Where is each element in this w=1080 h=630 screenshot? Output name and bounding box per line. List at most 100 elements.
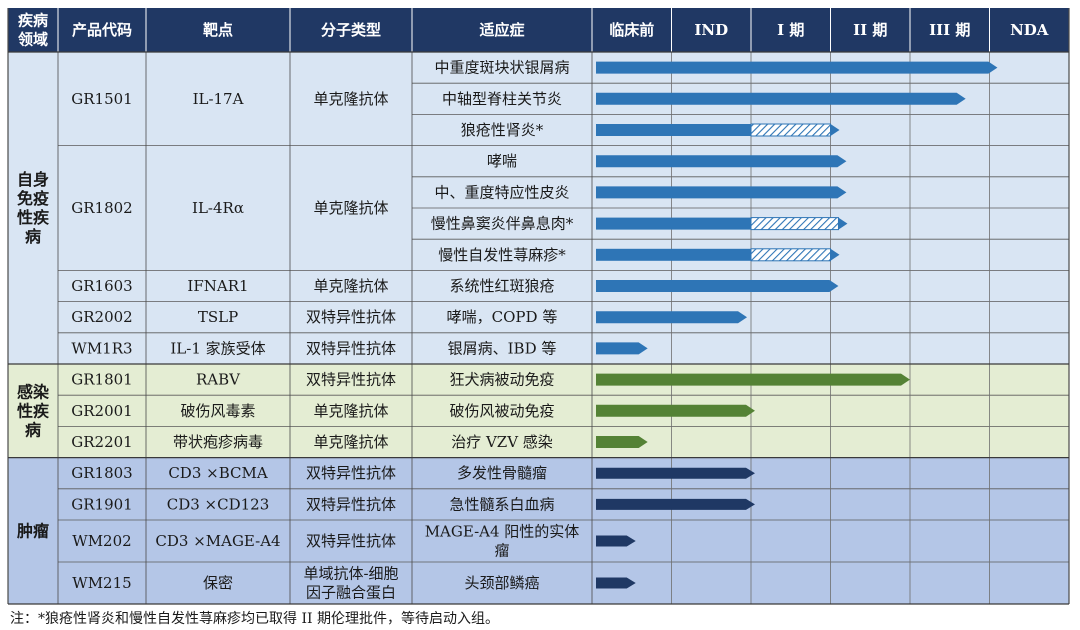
- footnote: 注：*狼疮性肾炎和慢性自发性荨麻疹均已取得 II 期伦理批件，等待启动入组。: [10, 611, 499, 627]
- progress-bar: [596, 92, 966, 105]
- product-target: IL-17A: [193, 90, 244, 108]
- indication-label: 中、重度特应性皮炎: [434, 183, 569, 201]
- stage-header: III 期: [929, 21, 970, 39]
- indication-label: 破伤风被动免疫: [449, 402, 554, 420]
- disease-area-label: 自身: [17, 170, 49, 189]
- product-molecule-type: 双特异性抗体: [306, 308, 396, 326]
- indication-label: 慢性自发性荨麻疹*: [438, 246, 566, 264]
- product-molecule-type: 双特异性抗体: [306, 532, 396, 550]
- indication-label: 系统性红斑狼疮: [449, 277, 554, 295]
- indication-label: MAGE-A4 阳性的实体: [425, 523, 580, 541]
- progress-bar: [596, 155, 847, 168]
- product-code: GR1501: [71, 90, 132, 108]
- progress-bar: [596, 467, 755, 479]
- progress-bar: [596, 186, 847, 199]
- header-disease-area: 疾病: [18, 12, 48, 30]
- product-target: IL-4Rα: [192, 199, 244, 217]
- product-target: IFNAR1: [187, 277, 248, 295]
- progress-bar-solid: [596, 124, 751, 136]
- progress-bar: [596, 498, 755, 510]
- indication-label: 多发性骨髓瘤: [457, 464, 547, 482]
- progress-bar-hatched: [750, 123, 831, 137]
- indication-label: 治疗 VZV 感染: [451, 433, 553, 451]
- header-indication: 适应症: [479, 21, 524, 39]
- product-molecule-type: 单克隆抗体: [313, 402, 388, 420]
- product-target: CD3 ×CD123: [167, 495, 270, 513]
- header-molecule-type: 分子类型: [321, 21, 381, 39]
- progress-bar: [596, 280, 839, 292]
- product-target: TSLP: [198, 308, 238, 326]
- indication-label: 哮喘: [487, 152, 517, 170]
- progress-bar-solid: [596, 248, 751, 261]
- disease-area-label: 性疾: [17, 208, 49, 227]
- product-code: GR1803: [71, 464, 132, 482]
- product-target: 破伤风毒素: [180, 402, 255, 420]
- area-band: [8, 457, 1069, 604]
- header-code: 产品代码: [72, 21, 132, 39]
- product-code: GR2201: [71, 433, 132, 451]
- product-molecule-type: 双特异性抗体: [306, 339, 396, 357]
- disease-area-label: 性疾: [17, 401, 49, 420]
- product-target: RABV: [196, 371, 241, 389]
- progress-arrowhead: [830, 248, 840, 261]
- indication-label: 瘤: [494, 542, 509, 560]
- product-target: 保密: [203, 574, 233, 592]
- product-target: CD3 ×BCMA: [168, 464, 268, 482]
- indication-label: 狂犬病被动免疫: [449, 371, 554, 389]
- progress-bar: [596, 373, 910, 386]
- progress-arrowhead: [838, 217, 848, 230]
- progress-arrowhead: [830, 124, 840, 136]
- product-molecule-type: 因子融合蛋白: [306, 584, 396, 602]
- indication-label: 银屑病、IBD 等: [448, 339, 557, 357]
- stage-header: 临床前: [609, 21, 654, 39]
- indication-label: 哮喘，COPD 等: [447, 308, 558, 326]
- indication-label: 中重度斑块状银屑病: [434, 59, 569, 77]
- product-molecule-type: 单克隆抗体: [313, 433, 388, 451]
- stage-header: IND: [694, 21, 728, 39]
- progress-bar: [596, 436, 648, 448]
- product-molecule-type: 单克隆抗体: [313, 90, 388, 108]
- progress-bar-hatched: [750, 217, 839, 231]
- disease-area-label: 免疫: [17, 189, 49, 208]
- product-code: GR2001: [71, 402, 132, 420]
- progress-bar-hatched: [750, 248, 831, 262]
- progress-bar: [596, 404, 755, 417]
- product-code: WM215: [72, 574, 131, 592]
- progress-bar-solid: [596, 217, 751, 230]
- product-molecule-type: 单域抗体-细胞: [303, 565, 398, 583]
- progress-bar: [596, 61, 998, 74]
- header-row: [8, 8, 1069, 52]
- progress-bar: [596, 577, 636, 589]
- stage-header: II 期: [853, 21, 887, 39]
- indication-label: 狼疮性肾炎*: [461, 121, 544, 139]
- product-molecule-type: 双特异性抗体: [306, 371, 396, 389]
- product-molecule-type: 双特异性抗体: [306, 464, 396, 482]
- product-target: CD3 ×MAGE-A4: [155, 532, 280, 550]
- product-molecule-type: 单克隆抗体: [313, 199, 388, 217]
- product-molecule-type: 双特异性抗体: [306, 495, 396, 513]
- product-molecule-type: 单克隆抗体: [313, 277, 388, 295]
- stage-header: NDA: [1010, 21, 1049, 39]
- disease-area-label: 病: [25, 227, 41, 246]
- progress-bar: [596, 535, 636, 547]
- product-code: GR1802: [71, 199, 132, 217]
- indication-label: 中轴型脊柱关节炎: [442, 90, 562, 108]
- product-code: GR2002: [71, 308, 132, 326]
- product-target: 带状疱疹病毒: [173, 433, 263, 451]
- disease-area-label: 感染: [17, 382, 50, 401]
- stage-header: I 期: [777, 21, 804, 39]
- disease-area-label: 病: [25, 420, 41, 439]
- indication-label: 急性髓系白血病: [449, 495, 554, 513]
- indication-label: 头颈部鳞癌: [464, 574, 539, 592]
- header-disease-area: 领域: [17, 31, 48, 49]
- product-code: GR1801: [71, 371, 132, 389]
- product-code: GR1603: [71, 277, 132, 295]
- progress-bar: [596, 311, 748, 324]
- product-code: WM1R3: [71, 339, 132, 357]
- indication-label: 慢性鼻窦炎伴鼻息肉*: [431, 215, 574, 233]
- product-code: GR1901: [71, 495, 132, 513]
- header-target: 靶点: [203, 21, 233, 39]
- product-target: IL-1 家族受体: [170, 339, 265, 357]
- progress-bar: [596, 342, 648, 355]
